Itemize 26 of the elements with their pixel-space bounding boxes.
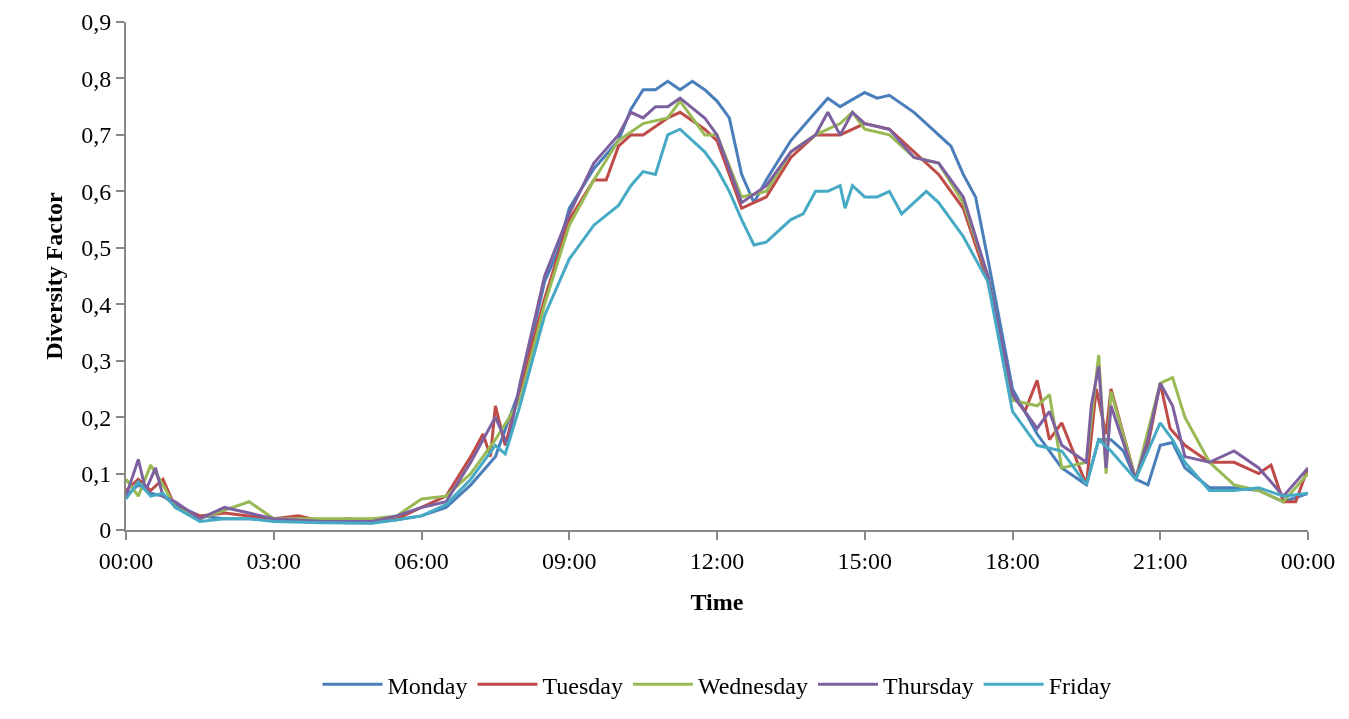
y-tick-label: 0,1 [81,460,112,487]
y-tick-label: 0,2 [81,404,112,431]
legend-label: Friday [1048,672,1112,699]
legend-label: Thursday [883,672,974,699]
x-tick-label: 12:00 [689,547,745,574]
y-tick-label: 0,6 [81,178,112,205]
legend-label: Monday [387,672,468,699]
legend-label: Wednesday [697,672,808,699]
y-tick-label: 0,4 [81,291,112,318]
x-tick-label: 00:00 [1280,547,1336,574]
y-axis-title: Diversity Factor [40,192,67,360]
y-tick-label: 0,5 [81,235,112,262]
x-tick-label: 18:00 [985,547,1040,574]
legend-label: Tuesday [542,672,623,699]
x-tick-label: 09:00 [541,547,597,574]
y-tick-label: 0,8 [81,65,112,92]
x-axis-title: Time [690,588,744,615]
y-tick-label: 0,3 [81,348,112,375]
x-tick-label: 03:00 [246,547,302,574]
y-tick-label: 0,9 [81,9,112,36]
y-tick-label: 0,7 [81,122,112,149]
x-tick-label: 15:00 [837,547,893,574]
x-tick-label: 00:00 [98,547,154,574]
x-tick-label: 06:00 [394,547,449,574]
y-tick-label: 0 [99,517,112,544]
x-tick-label: 21:00 [1132,547,1188,574]
